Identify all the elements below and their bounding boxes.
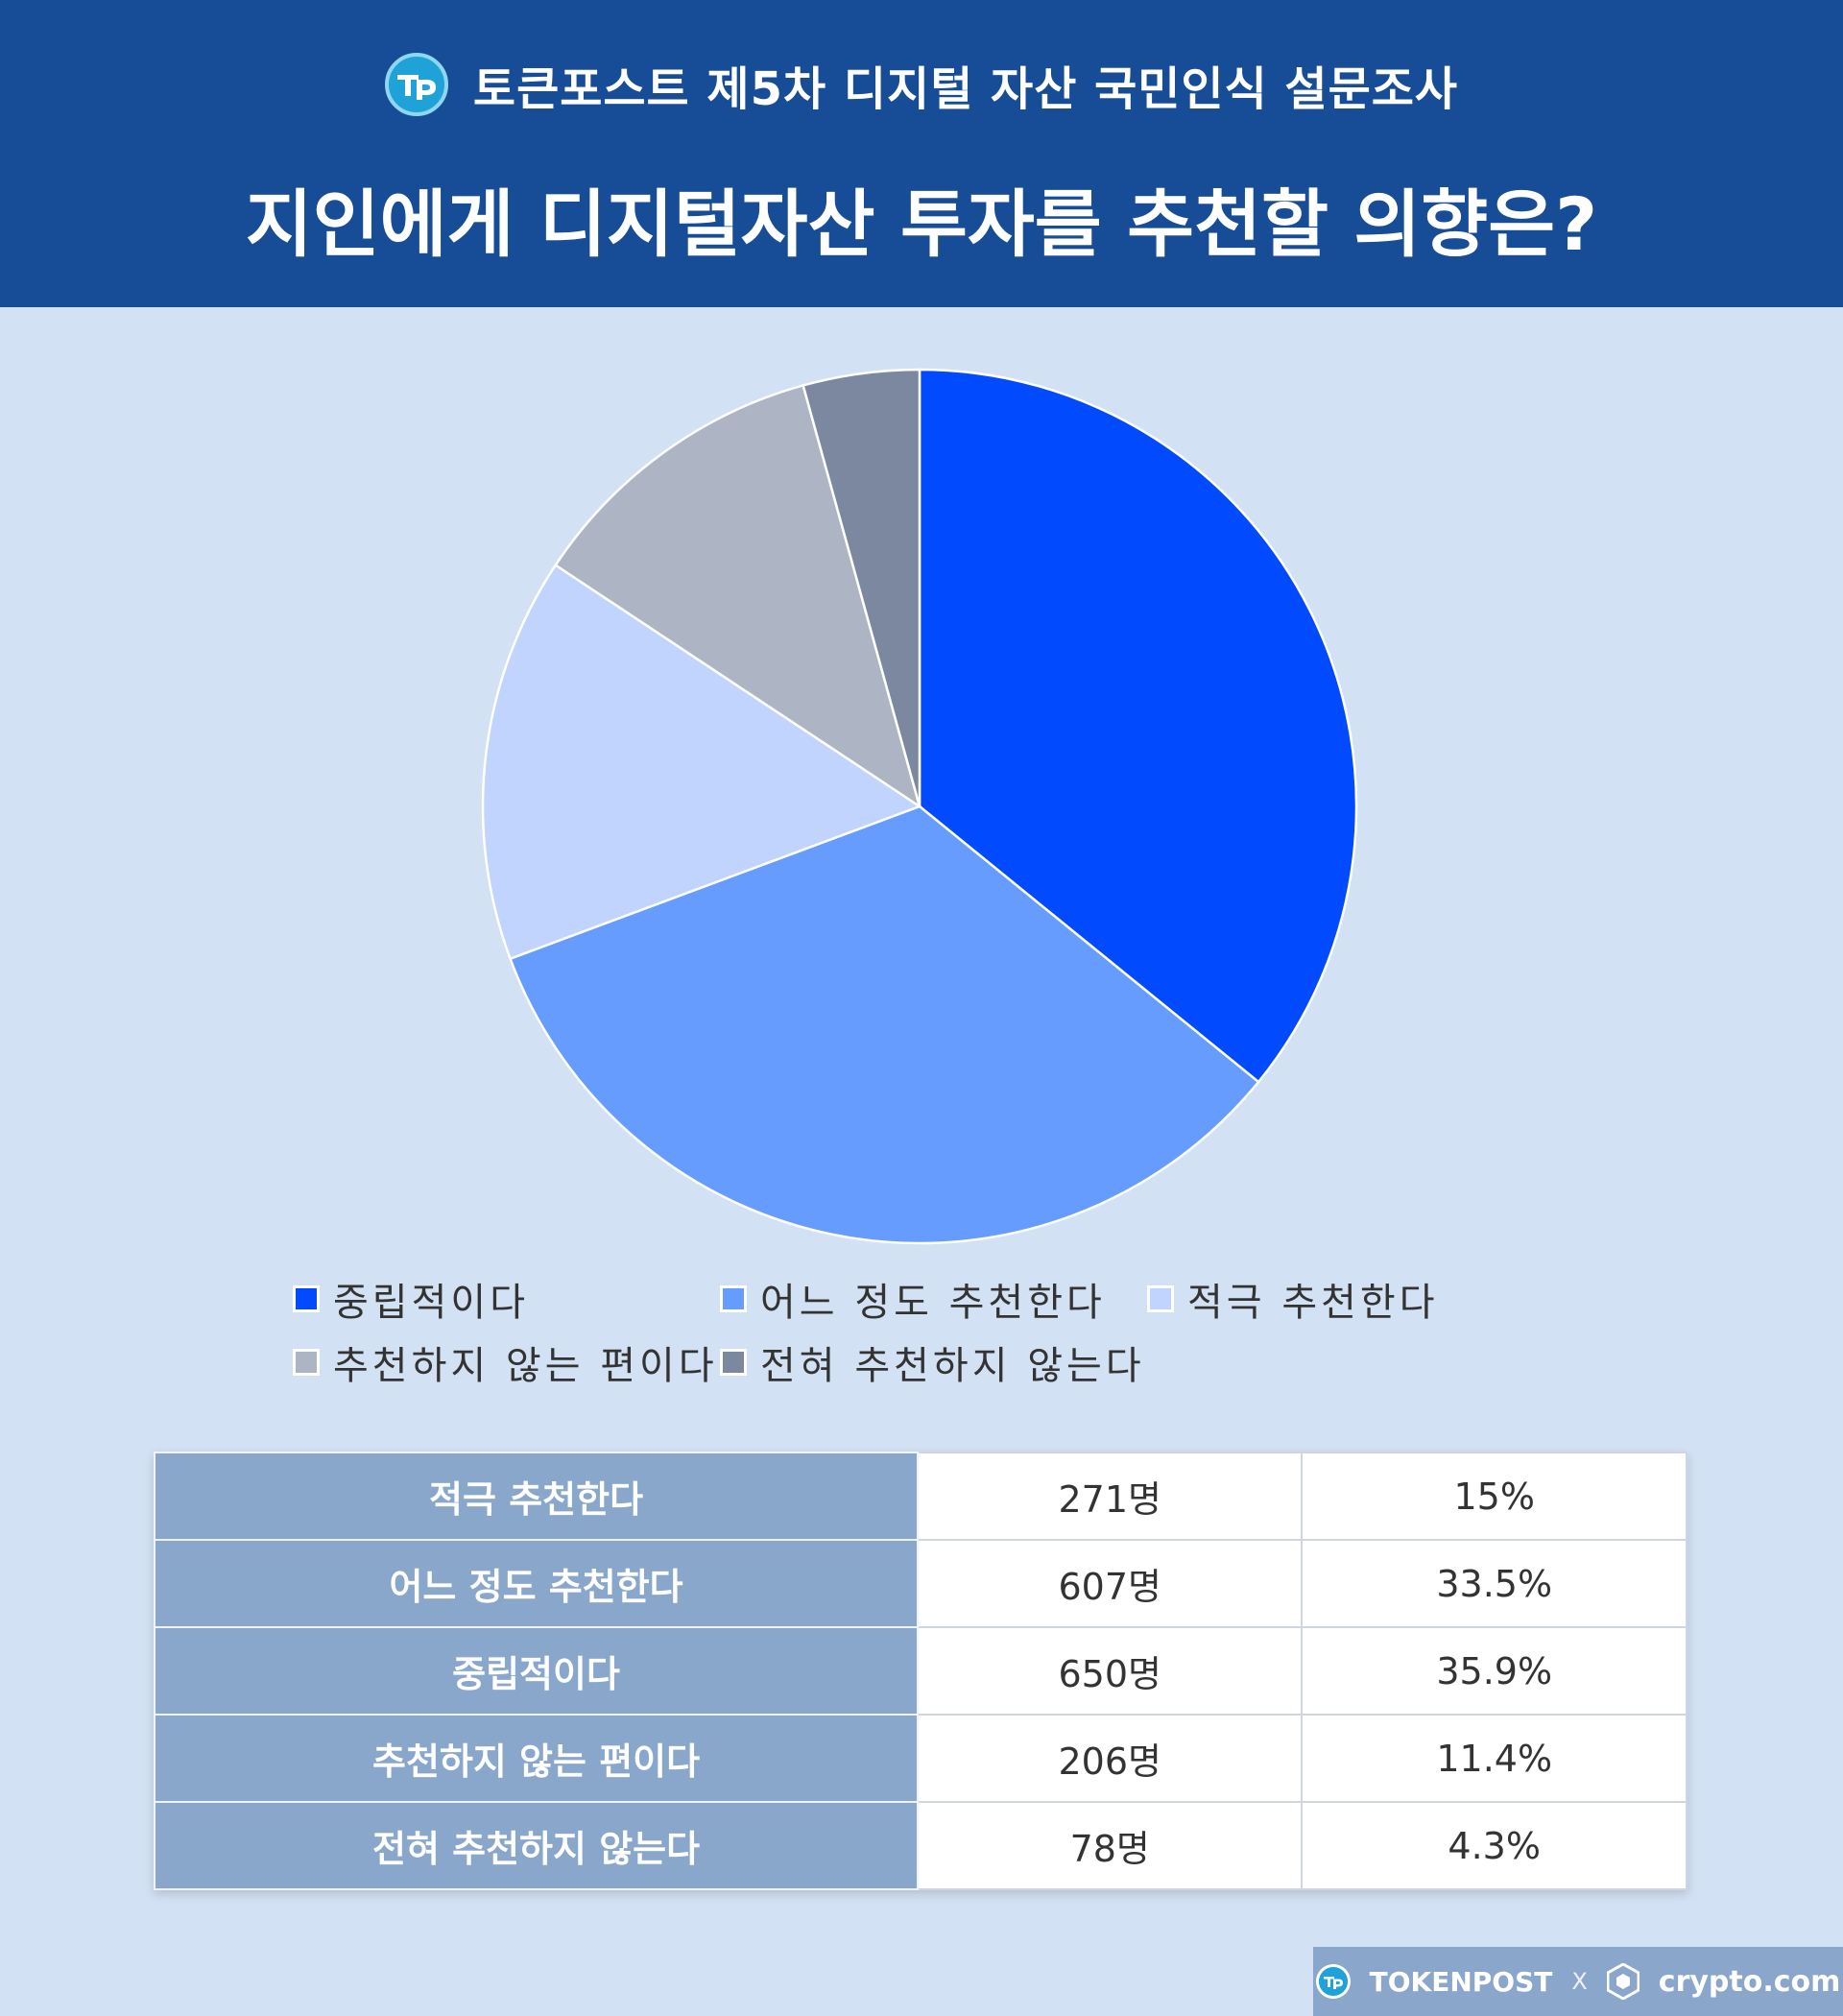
legend-label: 적극 추천한다 [1187, 1281, 1439, 1325]
legend-item: 적극 추천한다 [1147, 1271, 1439, 1327]
row-count: 78명 [917, 1801, 1304, 1890]
legend-row: 중립적이다 어느 정도 추천한다 적극 추천한다 [293, 1267, 1541, 1331]
pie-chart [481, 368, 1358, 1245]
table-row: 전혀 추천하지 않는다 78명 4.3% [153, 1801, 1687, 1890]
header-banner: 토큰포스트 제5차 디지털 자산 국민인식 설문조사 지인에게 디지털자산 투자… [0, 0, 1843, 307]
row-percent: 15% [1301, 1452, 1687, 1541]
pie-slice-1 [508, 804, 1260, 1245]
page-title: 지인에게 디지털자산 투자를 추천할 의향은? [245, 181, 1598, 267]
legend-row: 추천하지 않는 편이다 전혀 추천하지 않는다 [293, 1331, 1541, 1394]
legend-swatch [1147, 1285, 1174, 1312]
table-row: 중립적이다 650명 35.9% [153, 1626, 1687, 1716]
results-table: 적극 추천한다 271명 15% 어느 정도 추천한다 607명 33.5% 중… [153, 1452, 1687, 1890]
brand-row: 토큰포스트 제5차 디지털 자산 국민인식 설문조사 [0, 50, 1843, 119]
row-percent: 33.5% [1301, 1539, 1687, 1628]
footer-brand-bar: TOKENPOST X crypto.com [1313, 1947, 1843, 2016]
legend-item: 중립적이다 [293, 1271, 720, 1327]
chart-legend: 중립적이다 어느 정도 추천한다 적극 추천한다 추천하지 않는 편이다 전혀 … [293, 1267, 1541, 1394]
row-percent: 35.9% [1301, 1626, 1687, 1716]
table-row: 어느 정도 추천한다 607명 33.5% [153, 1539, 1687, 1628]
legend-item: 추천하지 않는 편이다 [293, 1334, 720, 1390]
tokenpost-wordmark: TOKENPOST [1369, 1965, 1553, 1998]
pie-slice-4 [802, 368, 922, 807]
legend-label: 전혀 추천하지 않는다 [760, 1344, 1145, 1388]
row-count: 206명 [917, 1714, 1304, 1803]
legend-label: 추천하지 않는 편이다 [333, 1344, 718, 1388]
row-count: 271명 [917, 1452, 1304, 1541]
legend-swatch [720, 1349, 747, 1376]
crypto-com-logo-icon [1606, 1963, 1640, 2000]
survey-name: 토큰포스트 제5차 디지털 자산 국민인식 설문조사 [472, 62, 1459, 116]
row-label: 전혀 추천하지 않는다 [153, 1801, 920, 1890]
legend-item: 어느 정도 추천한다 [720, 1271, 1147, 1327]
table-row: 적극 추천한다 271명 15% [153, 1452, 1687, 1541]
pie-slice-3 [554, 383, 922, 809]
legend-swatch [293, 1285, 320, 1312]
row-count: 650명 [917, 1626, 1304, 1716]
row-percent: 11.4% [1301, 1714, 1687, 1803]
row-label: 어느 정도 추천한다 [153, 1539, 920, 1628]
legend-swatch [720, 1285, 747, 1312]
legend-item: 전혀 추천하지 않는다 [720, 1334, 1145, 1390]
legend-label: 어느 정도 추천한다 [760, 1281, 1106, 1325]
table-row: 추천하지 않는 편이다 206명 11.4% [153, 1714, 1687, 1803]
legend-swatch [293, 1349, 320, 1376]
pie-slice-0 [918, 368, 1358, 1084]
row-percent: 4.3% [1301, 1801, 1687, 1890]
row-label: 적극 추천한다 [153, 1452, 920, 1541]
row-label: 추천하지 않는 편이다 [153, 1714, 920, 1803]
brand-separator: X [1571, 1968, 1588, 1995]
crypto-com-wordmark: crypto.com [1658, 1964, 1841, 1999]
pie-slice-2 [481, 563, 922, 961]
row-label: 중립적이다 [153, 1626, 920, 1716]
row-count: 607명 [917, 1539, 1304, 1628]
tokenpost-logo-icon [1315, 1964, 1351, 1999]
legend-label: 중립적이다 [333, 1281, 529, 1325]
tokenpost-logo-icon [384, 53, 448, 116]
